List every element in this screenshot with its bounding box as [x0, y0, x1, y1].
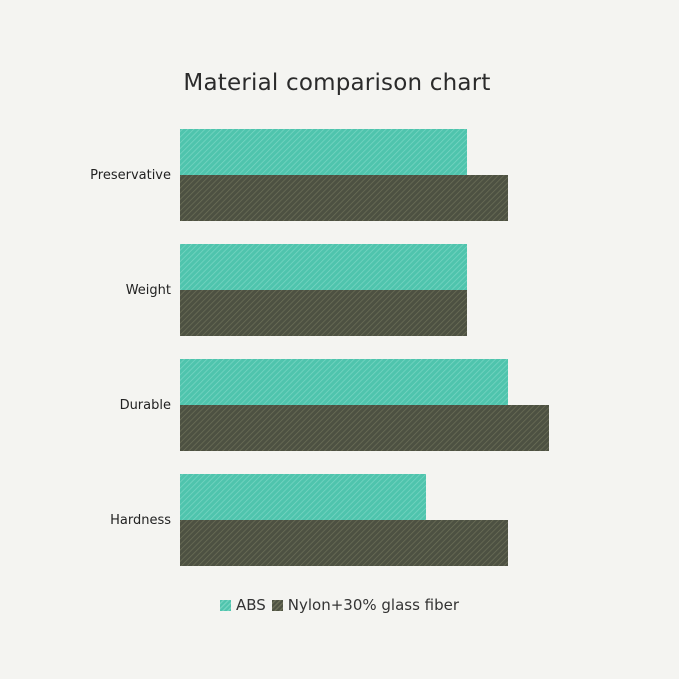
bar-nylon-30-glass-fiber-preservative: [180, 175, 508, 221]
bar-abs-hardness: [180, 474, 426, 520]
legend: ABS Nylon+30% glass fiber: [0, 593, 679, 617]
bar-nylon-30-glass-fiber-hardness: [180, 520, 508, 566]
category-label-hardness: Hardness: [110, 513, 171, 528]
bar-abs-weight: [180, 244, 467, 290]
chart-title: Material comparison chart: [183, 70, 491, 96]
legend-label-abs: ABS: [235, 596, 266, 614]
legend-swatch-nylon: [271, 599, 283, 611]
bar-nylon-30-glass-fiber-weight: [180, 290, 467, 336]
category-label-durable: Durable: [120, 398, 171, 413]
legend-label-nylon: Nylon+30% glass fiber: [287, 596, 460, 614]
category-labels: Preservative Weight Durable Hardness: [90, 168, 171, 528]
bars-layer: [180, 129, 549, 566]
legend-item-nylon[interactable]: Nylon+30% glass fiber: [271, 596, 460, 614]
category-label-weight: Weight: [126, 283, 171, 298]
bar-abs-preservative: [180, 129, 467, 175]
category-label-preservative: Preservative: [90, 168, 171, 183]
bar-abs-durable: [180, 359, 508, 405]
bar-nylon-30-glass-fiber-durable: [180, 405, 549, 451]
legend-swatch-abs: [219, 599, 231, 611]
legend-item-abs[interactable]: ABS: [219, 596, 266, 614]
